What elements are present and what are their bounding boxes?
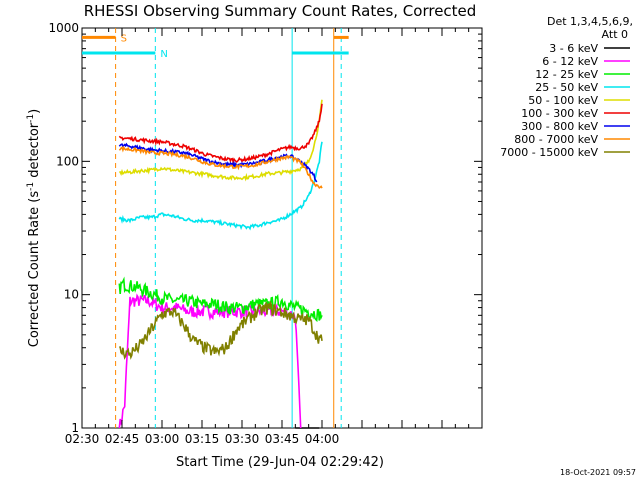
- series-line: [118, 141, 323, 231]
- legend-label: 7000 - 15000 keV: [500, 146, 598, 159]
- series-line: [119, 300, 323, 360]
- legend-label: 25 - 50 keV: [535, 81, 598, 94]
- legend-label: 3 - 6 keV: [549, 42, 598, 55]
- legend-label: 100 - 300 keV: [521, 107, 598, 120]
- series-lines: [118, 99, 323, 429]
- series-line: [118, 103, 323, 165]
- legend-label: 800 - 7000 keV: [514, 133, 598, 146]
- legend-label: 50 - 100 keV: [528, 94, 598, 107]
- y-tick-label: 10: [64, 288, 79, 302]
- x-tick-label: 03:00: [145, 432, 180, 446]
- y-tick-label: 100: [56, 154, 79, 168]
- x-tick-label: 02:30: [65, 432, 100, 446]
- x-tick-label: 03:30: [225, 432, 260, 446]
- flag-label: S: [121, 33, 127, 44]
- legend-label: 300 - 800 keV: [521, 120, 598, 133]
- legend-header-line-1: Det 1,3,4,5,6,9,: [547, 15, 633, 28]
- legend-label: 12 - 25 keV: [535, 68, 598, 81]
- generation-timestamp: 18-Oct-2021 09:57: [560, 468, 636, 477]
- series-line: [118, 276, 323, 323]
- y-label-main: Corrected Count Rate (s: [27, 191, 42, 348]
- y-tick-label: 1: [71, 421, 79, 435]
- legend-header-line-2: Att 0: [602, 28, 628, 41]
- flag-bars: SN: [82, 33, 349, 60]
- vertical-markers: [115, 28, 342, 428]
- chart-title: RHESSI Observing Summary Count Rates, Co…: [84, 2, 477, 20]
- y-label-end: ): [27, 109, 42, 114]
- y-label-mid: detector: [27, 122, 42, 182]
- y-axis-label: Corrected Count Rate (s-1 detector-1): [26, 109, 42, 347]
- x-tick-label: 02:45: [105, 432, 140, 446]
- x-tick-label: 03:45: [265, 432, 300, 446]
- series-line: [118, 142, 318, 183]
- series-line: [118, 145, 323, 190]
- plot-area: [81, 27, 483, 429]
- y-label-sup-2: -1: [26, 114, 36, 123]
- series-line: [118, 99, 323, 182]
- x-tick-label: 03:15: [185, 432, 220, 446]
- x-tick-label: 04:00: [305, 432, 340, 446]
- y-tick-label: 1000: [48, 21, 79, 35]
- axes: 02:30 02:45 03:00 03:15 03:30 03:45 04:00 1 10 10…: [48, 21, 483, 446]
- x-axis-label: Start Time (29-Jun-04 02:29:42): [176, 455, 384, 470]
- y-label-sup-1: -1: [26, 182, 36, 191]
- legend-label: 6 - 12 keV: [542, 55, 598, 68]
- flag-label: N: [160, 49, 167, 60]
